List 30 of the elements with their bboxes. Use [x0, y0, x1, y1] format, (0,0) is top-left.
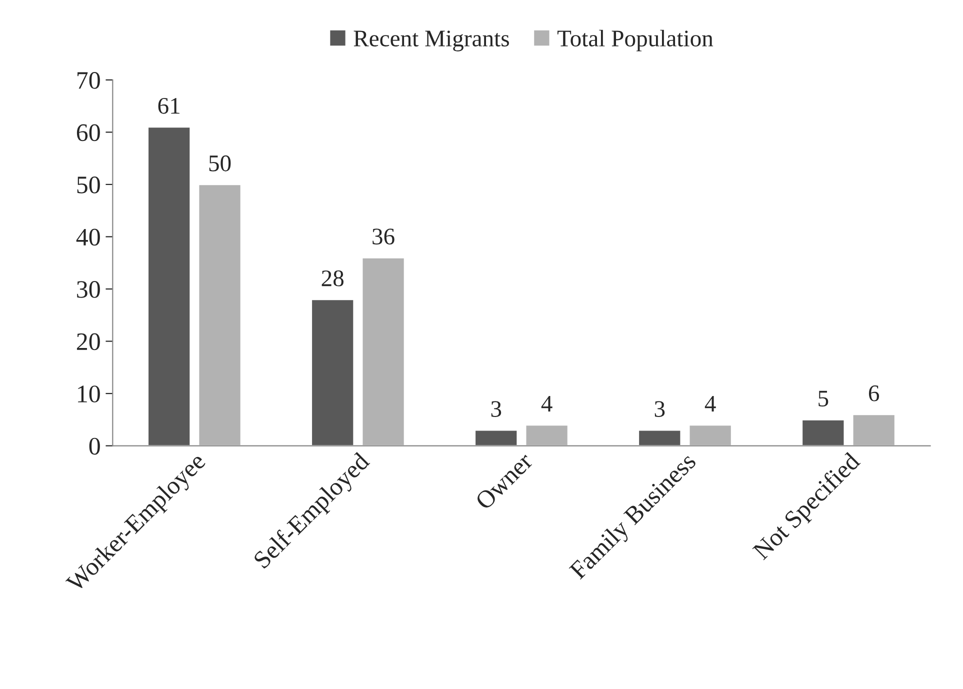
legend-label: Recent Migrants [354, 30, 509, 52]
bar [801, 418, 846, 446]
data-label: 36 [372, 228, 394, 244]
y-tick-label: 50 [77, 176, 100, 194]
bar [361, 256, 406, 446]
bar [638, 429, 682, 446]
y-tick-label: 40 [76, 228, 100, 246]
data-label: 50 [209, 155, 231, 172]
bar [147, 126, 192, 446]
y-tick-label: 70 [78, 72, 100, 89]
y-tick-label: 0 [89, 438, 100, 455]
data-label: 3 [491, 401, 502, 417]
data-label: 4 [541, 396, 552, 412]
y-tick-label: 20 [76, 333, 100, 350]
y-tick-label: 60 [76, 124, 100, 142]
data-label: 5 [818, 390, 828, 407]
data-label: 3 [654, 401, 665, 417]
y-tick-label: 30 [77, 281, 100, 298]
data-label: 61 [158, 98, 180, 114]
y-tick-label: 10 [78, 386, 100, 402]
bar [474, 429, 518, 446]
legend-label: Total Population [557, 30, 714, 52]
bar [310, 298, 355, 446]
bar [852, 414, 896, 446]
data-label: 6 [868, 385, 880, 402]
bar [198, 184, 242, 446]
bar [688, 424, 732, 446]
data-label: 4 [704, 396, 716, 412]
bar [524, 424, 569, 446]
data-label: 28 [322, 270, 344, 286]
